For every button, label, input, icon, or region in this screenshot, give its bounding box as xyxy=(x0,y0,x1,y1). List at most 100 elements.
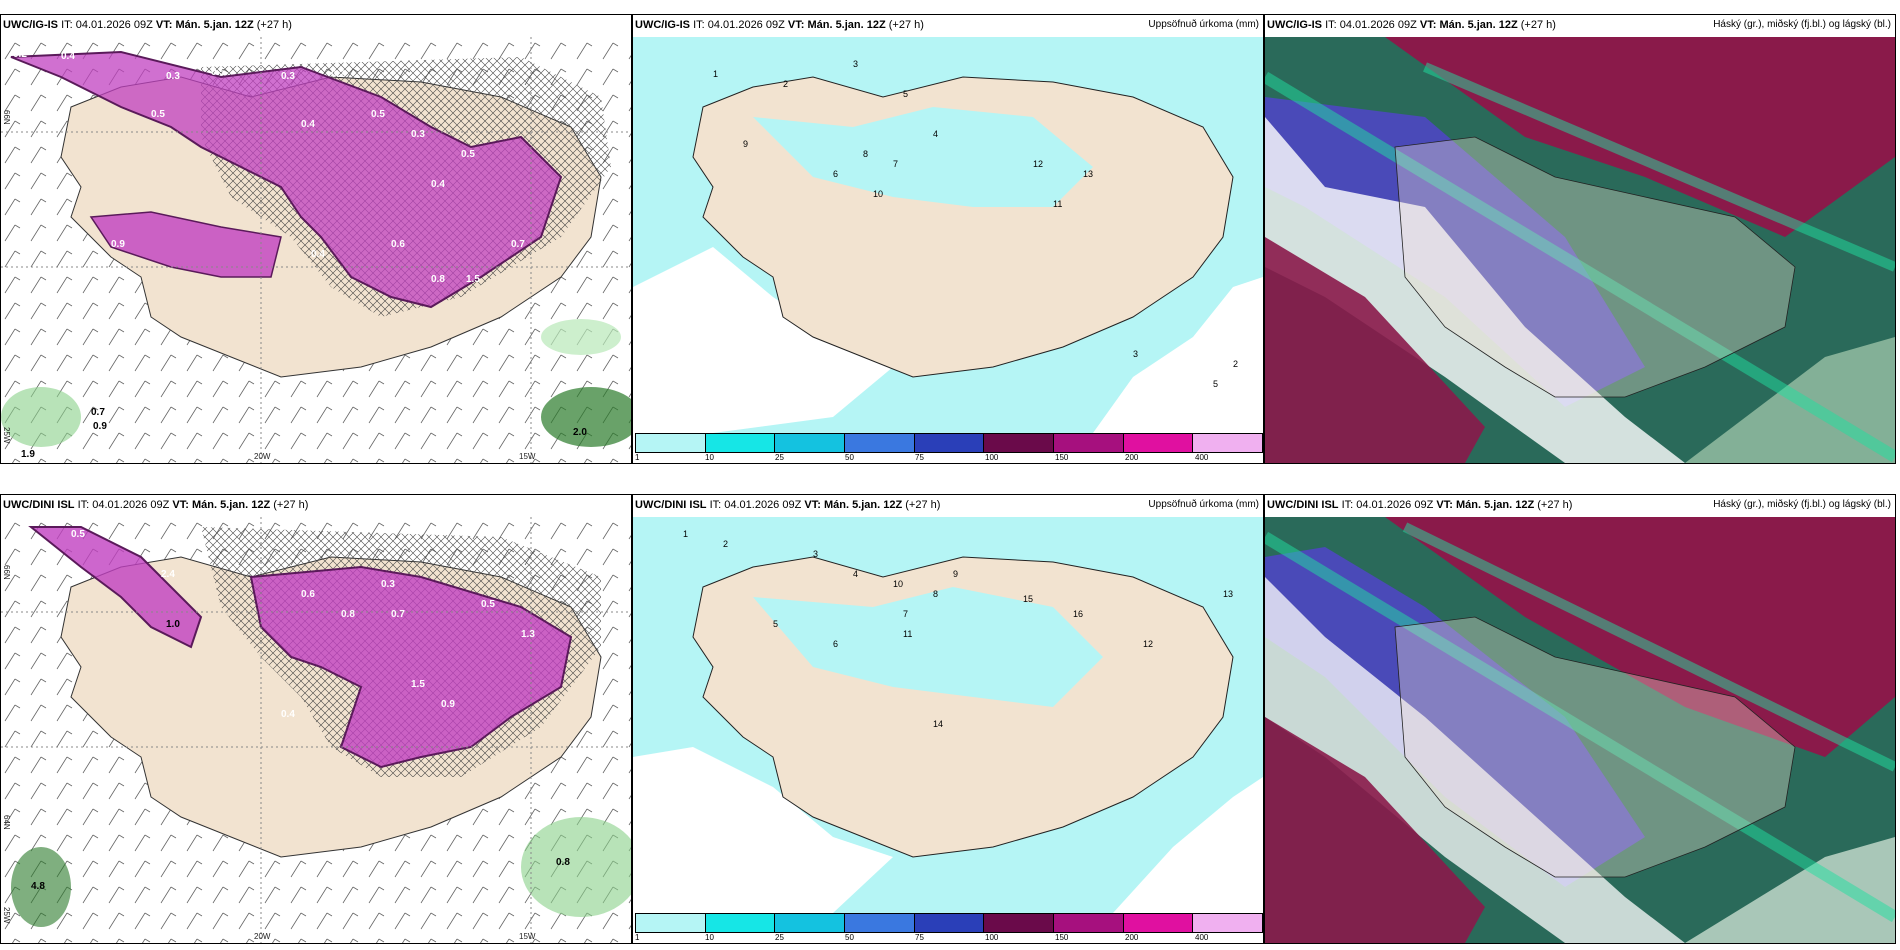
snow-value: 0.3 xyxy=(381,579,395,590)
precip-value: 3 xyxy=(813,549,818,559)
precip-value: 2 xyxy=(723,539,728,549)
snow-value: 1.5 xyxy=(411,679,425,690)
precip-value: 10 xyxy=(873,189,883,199)
legend-swatch xyxy=(845,434,915,452)
snow-value: 0.3 xyxy=(411,129,425,140)
snow-value: 0.4 xyxy=(281,709,295,720)
snow-value: 0.3 xyxy=(281,71,295,82)
panel-subtitle: Háský (gr.), miðský (fj.bl.) og lágský (… xyxy=(1713,499,1891,510)
legend-swatch xyxy=(636,434,706,452)
legend-swatch xyxy=(705,914,776,932)
snow-value: 0.5 xyxy=(371,109,385,120)
lat-label-66n: 66N xyxy=(2,565,11,580)
precip-legend xyxy=(635,433,1263,453)
precip-legend xyxy=(635,913,1263,933)
snow-value: 0.4 xyxy=(61,51,75,62)
legend-swatch xyxy=(1054,434,1124,452)
snow-value: 1.5 xyxy=(466,274,480,285)
lon-label-15w: 15W xyxy=(519,932,536,941)
panel-precip-igis: UWC/IG-IS IT: 04.01.2026 09Z VT: Mán. 5.… xyxy=(632,14,1264,464)
precip-value: 12 xyxy=(1143,639,1153,649)
snow-value: 0.5 xyxy=(151,109,165,120)
precip-value: 15 xyxy=(1023,594,1033,604)
panel-snow-dini: UWC/DINI ISL IT: 04.01.2026 09Z VT: Mán.… xyxy=(0,494,632,944)
precip-value: 7 xyxy=(903,609,908,619)
map-precip-dini: 1 2 3 4 5 6 7 8 9 10 11 12 13 14 15 16 xyxy=(633,517,1263,913)
legend-swatch xyxy=(1123,434,1194,452)
precip-value: 12 xyxy=(1033,159,1043,169)
map-precip-igis: 1 2 3 5 4 6 9 7 8 10 11 12 13 3 5 2 xyxy=(633,37,1263,433)
precip-value: 3 xyxy=(1133,349,1138,359)
precip-value: 16 xyxy=(1073,609,1083,619)
snow-value: 0.8 xyxy=(341,609,355,620)
precip-value: 13 xyxy=(1083,169,1093,179)
snow-value: 2.4 xyxy=(161,569,175,580)
precip-value: 0.7 xyxy=(91,407,105,418)
precip-value: 2 xyxy=(783,79,788,89)
precip-value: 3 xyxy=(853,59,858,69)
precip-value: 13 xyxy=(1223,589,1233,599)
lat-label-66n: 66N xyxy=(2,110,11,125)
iceland-outline xyxy=(1394,136,1796,398)
precip-value: 8 xyxy=(933,589,938,599)
precip-value: 14 xyxy=(933,719,943,729)
precip-value: 8 xyxy=(863,149,868,159)
precip-value: 0.8 xyxy=(556,857,570,868)
precip-value: 9 xyxy=(953,569,958,579)
snow-value: 0.3 xyxy=(166,71,180,82)
snow-value: 0.5 xyxy=(461,149,475,160)
legend-swatch xyxy=(775,434,846,452)
precip-value: 4.8 xyxy=(31,881,45,892)
legend-swatch xyxy=(636,914,706,932)
snow-value: 0.6 xyxy=(391,239,405,250)
snow-value: 0.7 xyxy=(511,239,525,250)
precip-value: 7 xyxy=(893,159,898,169)
map-clouds-igis xyxy=(1265,37,1895,463)
green-area-se xyxy=(541,387,631,447)
panel-title: UWC/DINI ISL IT: 04.01.2026 09Z VT: Mán.… xyxy=(635,499,941,511)
snow-value: 0.9 xyxy=(441,699,455,710)
precip-value: 5 xyxy=(773,619,778,629)
snow-value: 0.5 xyxy=(211,67,225,78)
map-snow-igis: 0.2 0.4 0.3 0.5 0.3 0.2 0.4 0.5 0.3 0.5 … xyxy=(1,37,631,463)
legend-labels: 1 10 25 50 75 100 150 200 400 xyxy=(635,453,1209,462)
snow-value: 0.2 xyxy=(331,69,345,80)
precip-value: 2 xyxy=(1233,359,1238,369)
precip-value: 1.9 xyxy=(21,449,35,460)
snow-value: 1.3 xyxy=(521,629,535,640)
panel-title: UWC/IG-IS IT: 04.01.2026 09Z VT: Mán. 5.… xyxy=(635,19,924,31)
precip-value: 10 xyxy=(893,579,903,589)
panel-title: UWC/IG-IS IT: 04.01.2026 09Z VT: Mán. 5.… xyxy=(1267,19,1556,31)
map-clouds-dini xyxy=(1265,517,1895,943)
precip-value: 1 xyxy=(713,69,718,79)
precip-value: 4 xyxy=(853,569,858,579)
snow-purple-area-west xyxy=(89,211,282,278)
legend-swatch xyxy=(1193,434,1263,452)
iceland-outline xyxy=(1394,616,1796,878)
map-snow-dini: 0.5 2.4 1.0 0.6 0.8 0.7 1.5 0.4 0.9 1.3 … xyxy=(1,517,631,943)
precip-value: 6 xyxy=(833,639,838,649)
precip-value: 9 xyxy=(743,139,748,149)
lon-label-15w: 15W xyxy=(519,452,536,461)
panel-snow-igis: UWC/IG-IS IT: 04.01.2026 09Z VT: Mán. 5.… xyxy=(0,14,632,464)
precip-value: 5 xyxy=(903,89,908,99)
precip-value: 11 xyxy=(903,629,912,639)
legend-swatch xyxy=(984,914,1055,932)
snow-value: 0.4 xyxy=(301,119,315,130)
legend-swatch xyxy=(984,434,1055,452)
precip-value: 11 xyxy=(1053,199,1062,209)
legend-labels: 1 10 25 50 75 100 150 200 400 xyxy=(635,933,1209,942)
panel-title: UWC/DINI ISL IT: 04.01.2026 09Z VT: Mán.… xyxy=(3,499,309,511)
panel-clouds-igis: UWC/IG-IS IT: 04.01.2026 09Z VT: Mán. 5.… xyxy=(1264,14,1896,464)
snow-value: 0.2 xyxy=(13,49,27,60)
snow-value: 0.9 xyxy=(111,239,125,250)
legend-swatch xyxy=(775,914,846,932)
legend-swatch xyxy=(914,914,985,932)
snow-value: 0.8 xyxy=(431,274,445,285)
snow-purple-area xyxy=(249,565,573,769)
precip-value: 4 xyxy=(933,129,938,139)
precip-value: 5 xyxy=(1213,379,1218,389)
legend-swatch xyxy=(914,434,985,452)
legend-swatch xyxy=(705,434,776,452)
precip-value: 2.0 xyxy=(573,427,587,438)
